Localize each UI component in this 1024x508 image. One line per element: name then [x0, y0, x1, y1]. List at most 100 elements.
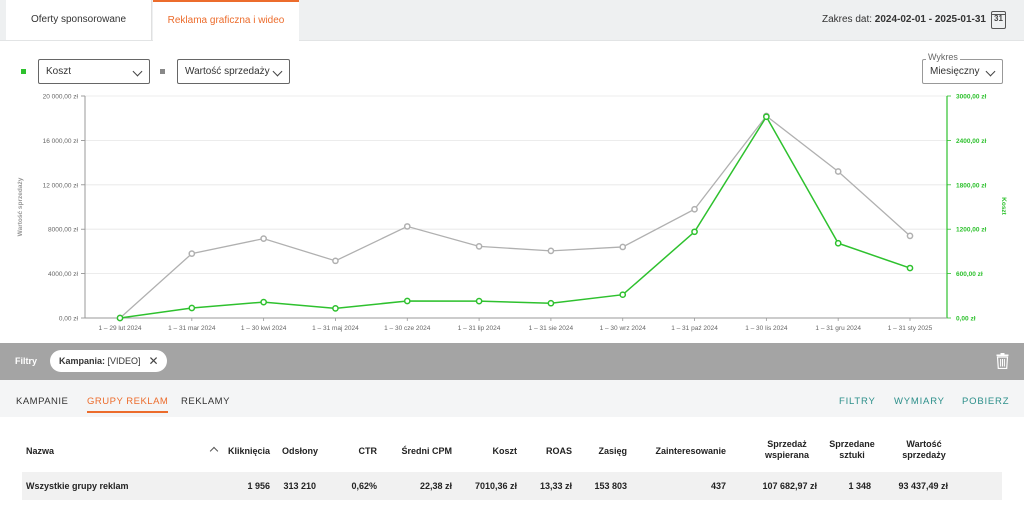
data-point-cost	[332, 305, 339, 312]
x-tick-label: 1 – 31 maj 2024	[312, 325, 359, 332]
chart-type-label: Wykres	[926, 52, 960, 62]
metric2-select[interactable]: Wartość sprzedaży	[177, 59, 290, 84]
data-point-sales-value	[547, 247, 555, 255]
x-tick-label: 1 – 29 lut 2024	[98, 325, 141, 332]
close-icon[interactable]: ✕	[148, 354, 159, 368]
data-point-cost	[260, 298, 267, 306]
data-point-sales-value	[188, 250, 196, 257]
col-engagement[interactable]: Zainteresowanie	[655, 446, 726, 456]
x-tick-label: 1 – 31 mar 2024	[168, 325, 216, 332]
top-tab-bar: Oferty sponsorowane Reklama graficzna i …	[0, 0, 1024, 41]
row-assisted-sales: 107 682,97 zł	[762, 481, 817, 491]
col-assisted-sales-l2: wspierana	[764, 450, 810, 460]
data-point-cost	[547, 299, 555, 307]
x-tick-label: 1 – 30 wrz 2024	[600, 325, 647, 332]
tab-ad-groups[interactable]: GRUPY REKLAM	[87, 396, 169, 413]
col-units-sold-l2: sztuki	[839, 450, 865, 460]
dimensions-link[interactable]: WYMIARY	[894, 396, 945, 407]
col-views[interactable]: Odsłony	[281, 446, 318, 456]
y-right-tick-label: 1200,00 zł	[956, 227, 987, 234]
row-sales-value: 93 437,49 zł	[898, 481, 948, 491]
x-tick-label: 1 – 31 sty 2025	[888, 325, 933, 332]
table-tabs: KAMPANIE GRUPY REKLAM REKLAMY FILTRY WYM…	[0, 380, 1024, 417]
y-left-tick-label: 4000,00 zł	[48, 271, 79, 278]
col-assisted-sales-l1: Sprzedaż	[767, 439, 807, 449]
line-chart: 0,00 zł 4000,00 zł 8000,00 zł 12 000,00 zł 1…	[17, 94, 1007, 333]
tab-campaigns[interactable]: KAMPANIE	[16, 396, 69, 407]
tab-display-video[interactable]: Reklama graficzna i wideo	[153, 0, 299, 41]
data-point-sales-value	[619, 243, 627, 251]
x-tick-label: 1 – 30 lis 2024	[745, 325, 788, 332]
download-link[interactable]: POBIERZ	[962, 396, 1010, 407]
green-series-marker	[21, 69, 26, 74]
calendar-icon[interactable]: 31	[991, 11, 1006, 29]
x-tick-label: 1 – 30 kwi 2024	[241, 325, 287, 332]
row-roas: 13,33 zł	[539, 481, 572, 491]
row-ctr: 0,62%	[351, 481, 377, 491]
row-cost: 7010,36 zł	[474, 481, 517, 491]
x-tick-label: 1 – 31 paź 2024	[671, 325, 718, 332]
tab-ads[interactable]: REKLAMY	[181, 396, 230, 407]
data-point-cost	[116, 314, 124, 322]
metric1-value: Koszt	[46, 66, 72, 77]
col-reach[interactable]: Zasięg	[598, 446, 627, 456]
row-engagement: 437	[710, 481, 726, 491]
col-cost[interactable]: Koszt	[492, 446, 518, 456]
col-name[interactable]: Nazwa	[26, 446, 55, 456]
filters-link[interactable]: FILTRY	[839, 396, 876, 407]
row-units-sold: 1 348	[848, 481, 871, 491]
data-point-sales-value	[906, 232, 914, 240]
y-right-tick-label: 600,00 zł	[956, 271, 983, 278]
tab-sponsored-offers[interactable]: Oferty sponsorowane	[6, 0, 152, 41]
data-point-cost	[906, 264, 914, 272]
x-tick-label: 1 – 31 sie 2024	[529, 325, 574, 332]
data-point-sales-value	[475, 243, 483, 250]
campaign-filter-chip[interactable]: Kampania: [VIDEO] ✕	[50, 350, 167, 372]
col-units-sold[interactable]: Sprzedane sztuki	[822, 439, 882, 461]
metric2-value: Wartość sprzedaży	[185, 66, 270, 77]
date-range: Zakres dat: 2024-02-01 - 2025-01-31	[822, 14, 986, 25]
y-right-tick-label: 1800,00 zł	[956, 182, 987, 189]
calendar-icon-day: 31	[994, 14, 1003, 23]
y-right-tick-label: 3000,00 zł	[956, 94, 987, 101]
col-units-sold-l1: Sprzedane	[829, 439, 875, 449]
x-tick-label: 1 – 31 lip 2024	[458, 325, 501, 332]
col-ctr[interactable]: CTR	[358, 446, 378, 456]
data-point-cost	[834, 239, 842, 247]
col-roas[interactable]: ROAS	[545, 446, 572, 456]
table-header: Nazwa Kliknięcia Odsłony CTR Średni CPM …	[22, 433, 1002, 469]
y-left-tick-label: 12 000,00 zł	[43, 182, 79, 189]
chevron-down-icon	[272, 66, 283, 77]
x-tick-label: 1 – 30 cze 2024	[384, 325, 431, 332]
chevron-down-icon	[985, 66, 996, 77]
data-point-sales-value	[260, 235, 267, 242]
col-cpm[interactable]: Średni CPM	[401, 446, 452, 456]
chart-type-select[interactable]: Miesięczny	[922, 59, 1003, 84]
metric1-select[interactable]: Koszt	[38, 59, 150, 84]
col-sales-value[interactable]: Wartość sprzedaży	[894, 439, 954, 461]
row-clicks: 1 956	[247, 481, 270, 491]
series-line-cost	[119, 115, 911, 319]
chip-key: Kampania:	[59, 356, 106, 366]
data-point-sales-value	[403, 223, 411, 230]
col-clicks[interactable]: Kliknięcia	[227, 446, 270, 456]
table-row[interactable]: Wszystkie grupy reklam 1 956 313 210 0,6…	[22, 472, 1002, 500]
chart-type-value: Miesięczny	[930, 66, 980, 77]
y-left-tick-label: 8000,00 zł	[48, 227, 79, 234]
chip-value: [VIDEO]	[107, 356, 141, 366]
y-right-tick-label: 0,00 zł	[956, 316, 976, 323]
y-right-axis-title: Koszt	[1000, 197, 1007, 216]
data-point-sales-value	[691, 205, 698, 213]
row-views: 313 210	[283, 481, 316, 491]
filter-bar: Filtry Kampania: [VIDEO] ✕	[0, 343, 1024, 380]
data-point-cost	[763, 113, 770, 121]
data-point-cost	[619, 291, 627, 299]
y-left-tick-label: 16 000,00 zł	[43, 138, 79, 145]
trash-icon[interactable]	[996, 353, 1009, 369]
sort-asc-icon[interactable]	[209, 446, 219, 456]
col-assisted-sales[interactable]: Sprzedaż wspierana	[757, 439, 817, 461]
data-point-cost	[691, 228, 698, 236]
data-point-cost	[403, 297, 411, 305]
row-cpm: 22,38 zł	[419, 481, 452, 491]
data-point-sales-value	[332, 257, 339, 265]
